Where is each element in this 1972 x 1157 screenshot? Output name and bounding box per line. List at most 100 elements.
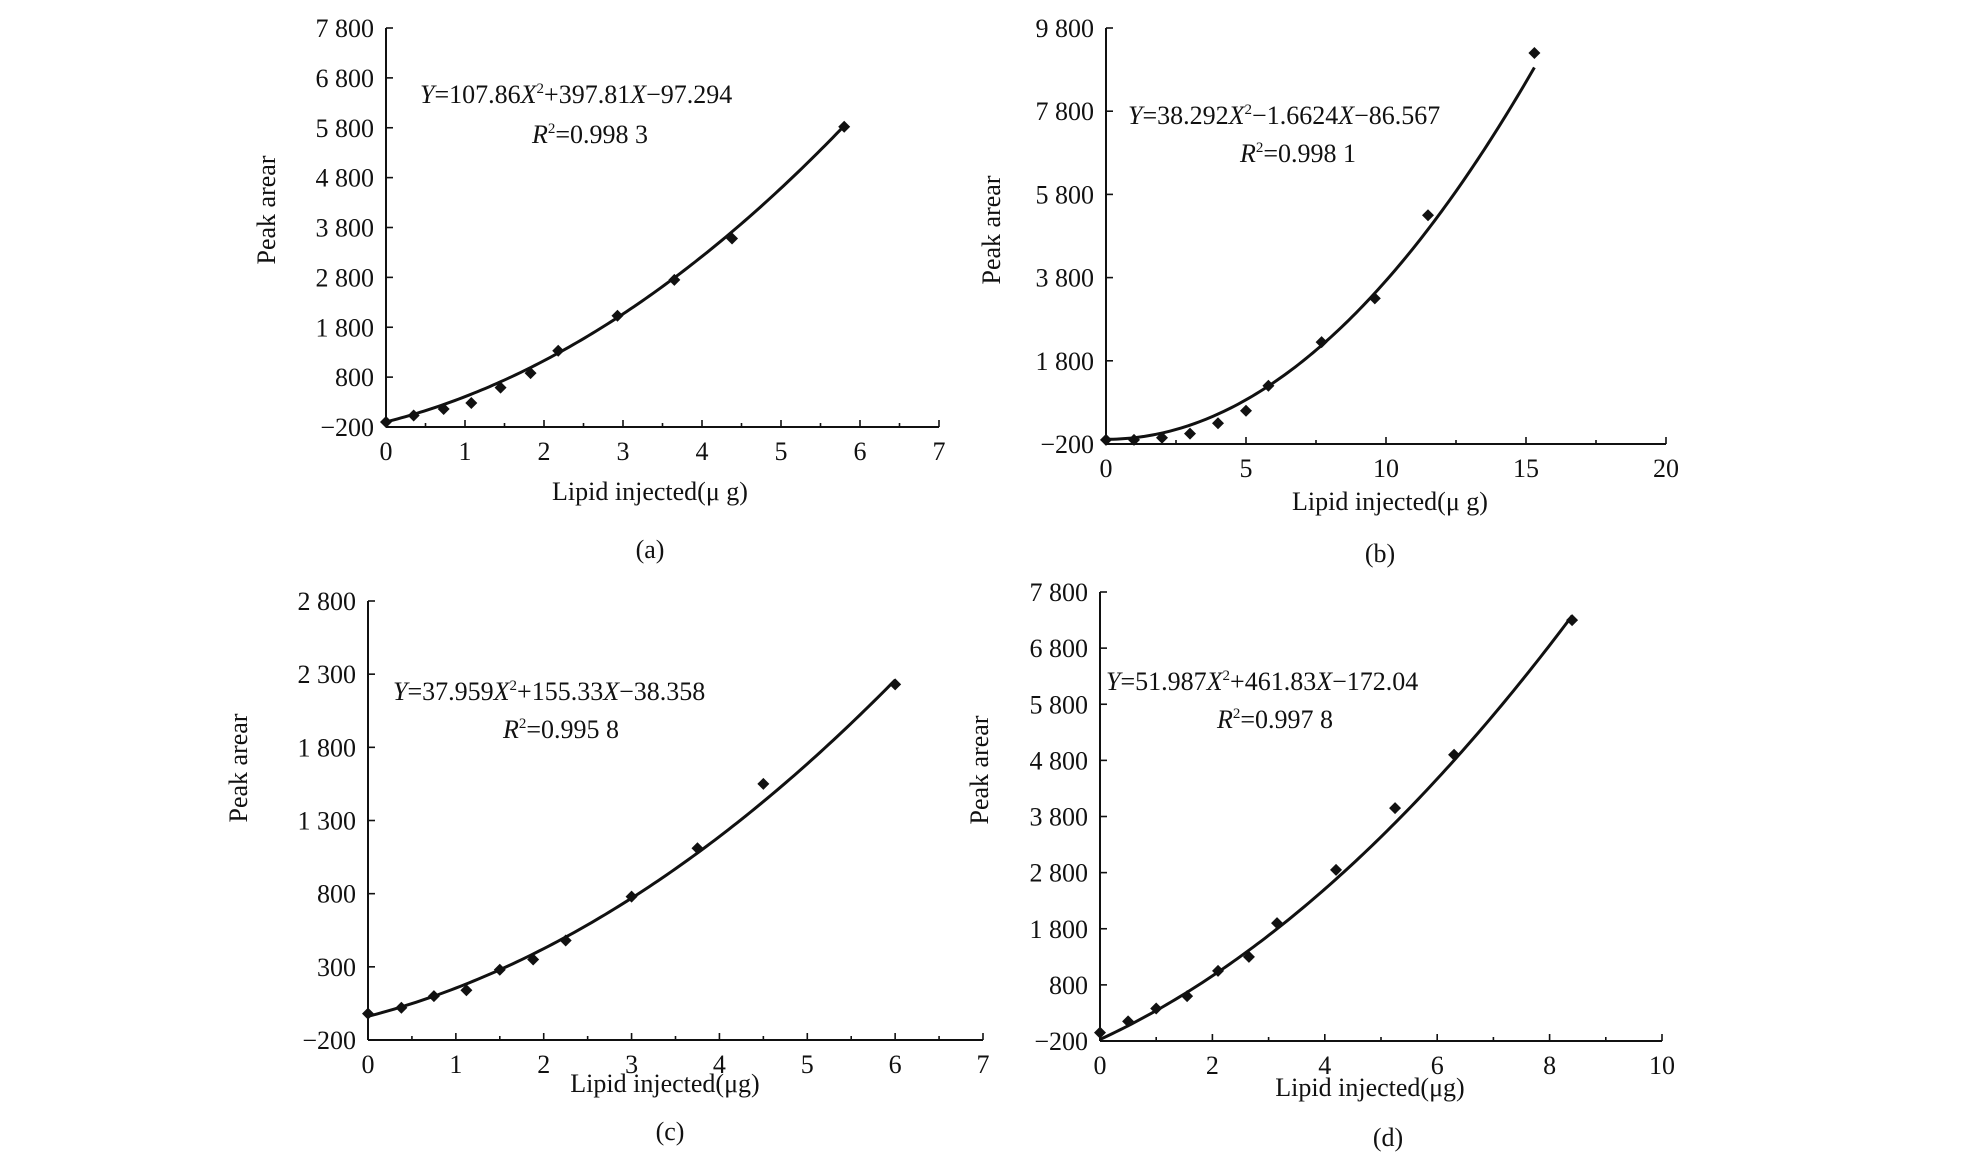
- panel-b-y-tick-label: 3 800: [1036, 264, 1095, 293]
- panel-a-data-point: [494, 381, 507, 394]
- panel-a: 0 1 2 3 4 5 6 7 −200 800 1 800 2 800 3 800 4 800 5 800…: [252, 14, 946, 564]
- panel-a-data-point: [552, 344, 565, 357]
- panel-a-x-tick-label: 1: [459, 437, 472, 466]
- panel-c-x-axis-label: Lipid injected(μg): [570, 1069, 759, 1098]
- panel-d-y-tick-label: 1 800: [1030, 915, 1089, 944]
- panel-d-data-point: [1271, 917, 1284, 930]
- panel-b-plot: 0 5 10 15 20 −200 1 800 3 800 5 800 7 800 9 800: [1036, 14, 1680, 483]
- panel-d-x-tick-label: 8: [1543, 1051, 1556, 1080]
- panel-a-y-tick-label: −200: [320, 413, 374, 442]
- panel-d-y-axis-label: Peak arear: [965, 715, 994, 824]
- panel-c-data-point: [493, 963, 506, 976]
- panel-a-x-tick-label: 2: [538, 437, 551, 466]
- panel-b-x-tick-label: 0: [1100, 454, 1113, 483]
- panel-d-fit-curve: [1099, 614, 1574, 1041]
- panel-d-y-tick-label: 5 800: [1030, 690, 1089, 719]
- panel-c-y-tick-label: 2 300: [298, 660, 357, 689]
- panel-c-r-squared: R2=0.995 8: [502, 715, 619, 744]
- panel-c-label: (c): [656, 1117, 685, 1146]
- panel-a-r-squared: R2=0.998 3: [531, 120, 648, 149]
- panel-c-x-tick-label: 6: [889, 1050, 902, 1079]
- panel-b-data-point: [1262, 379, 1275, 392]
- panel-a-plot: 0 1 2 3 4 5 6 7 −200 800 1 800 2 800 3 800 4 800 5 800…: [316, 14, 946, 466]
- panel-c-y-tick-label: −200: [302, 1026, 356, 1055]
- panel-b-y-tick-label: 1 800: [1036, 347, 1095, 376]
- panel-b-x-tick-label: 20: [1653, 454, 1679, 483]
- panel-d-r-squared: R2=0.997 8: [1216, 705, 1333, 734]
- panel-d-y-tick-label: 3 800: [1030, 803, 1089, 832]
- panel-d-label: (d): [1373, 1123, 1403, 1152]
- panel-a-y-axis-label: Peak arear: [252, 155, 281, 264]
- panel-a-data-point: [524, 367, 537, 380]
- panel-a-label: (a): [636, 535, 665, 564]
- panel-d-x-tick-label: 2: [1206, 1051, 1219, 1080]
- panel-c-data-point: [395, 1001, 408, 1014]
- panel-d-plot: 0 2 4 6 8 10 −200 800 1 800 2 800 3 800 4 800 5 800 6…: [1030, 578, 1676, 1080]
- panel-b-data-point: [1212, 417, 1224, 430]
- panel-a-y-tick-label: 6 800: [316, 64, 375, 93]
- panel-a-y-tick-label: 4 800: [316, 164, 375, 193]
- panel-d-data-point: [1448, 748, 1461, 761]
- panel-a-data-point: [380, 416, 392, 429]
- panel-c-x-tick-label: 2: [537, 1050, 550, 1079]
- panel-b-x-tick-label: 15: [1513, 454, 1539, 483]
- panel-d-data-point: [1330, 863, 1343, 876]
- panel-d-data-point: [1242, 950, 1255, 963]
- panel-d-y-tick-label: 4 800: [1030, 746, 1089, 775]
- panel-b: 0 5 10 15 20 −200 1 800 3 800 5 800 7 800 9 800 Y=…: [977, 14, 1679, 568]
- panel-c-data-point: [889, 678, 902, 691]
- panel-b-data-point: [1422, 209, 1434, 222]
- panel-d-data-point: [1181, 990, 1194, 1003]
- panel-b-r-squared: R2=0.998 1: [1239, 139, 1356, 168]
- panel-c-x-tick-label: 3: [625, 1050, 638, 1079]
- panel-a-data-point: [437, 403, 450, 416]
- panel-c-y-tick-label: 1 800: [298, 733, 357, 762]
- panel-b-data-point: [1184, 427, 1196, 440]
- panel-a-data-point: [465, 397, 478, 410]
- panel-b-y-tick-label: 5 800: [1036, 180, 1095, 209]
- panel-a-y-tick-label: 800: [335, 363, 374, 392]
- panel-a-y-tick-label: 7 800: [316, 14, 375, 43]
- panel-b-y-tick-label: 9 800: [1036, 14, 1095, 43]
- panel-d-data-point: [1094, 1026, 1106, 1039]
- panel-a-y-tick-label: 5 800: [316, 114, 375, 143]
- panel-c-data-point: [527, 953, 540, 966]
- panel-a-x-tick-label: 6: [854, 437, 867, 466]
- panel-c-x-tick-label: 5: [801, 1050, 814, 1079]
- panel-c-x-tick-label: 0: [362, 1050, 375, 1079]
- panel-b-data-point: [1528, 46, 1541, 59]
- panel-d-y-tick-label: 800: [1049, 971, 1088, 1000]
- panel-c-data-point: [559, 934, 572, 947]
- panel-d-x-tick-label: 6: [1431, 1051, 1444, 1080]
- panel-b-x-tick-label: 5: [1240, 454, 1253, 483]
- panel-c-y-tick-label: 1 300: [298, 807, 357, 836]
- panel-c-data-point: [691, 842, 704, 855]
- panel-b-data-point: [1100, 433, 1112, 446]
- panel-a-x-tick-label: 3: [617, 437, 630, 466]
- panel-b-data-point: [1156, 431, 1168, 444]
- panel-a-fit-curve: [385, 124, 846, 424]
- panel-a-x-axis-label: Lipid injected(μ g): [552, 477, 748, 506]
- panel-a-x-tick-label: 4: [696, 437, 709, 466]
- panel-c-x-tick-label: 1: [449, 1050, 462, 1079]
- panel-a-data-point: [668, 273, 681, 286]
- panel-d-y-tick-label: 7 800: [1030, 578, 1089, 607]
- panel-b-data-point: [1368, 292, 1381, 305]
- panel-d-data-point: [1150, 1002, 1163, 1015]
- panel-d-equation: Y=51.987X2+461.83X−172.04: [1106, 667, 1418, 696]
- panel-a-data-point: [838, 120, 851, 133]
- panel-d-data-point: [1212, 964, 1225, 977]
- panel-c: 0 1 2 3 4 5 6 7 −200 300 800 1 300 1 800 2 300 2 800 Y…: [224, 587, 990, 1146]
- panel-b-x-tick-label: 10: [1373, 454, 1399, 483]
- panel-a-data-point: [726, 232, 739, 245]
- panel-d-y-tick-label: −200: [1034, 1027, 1088, 1056]
- panel-b-x-axis-label: Lipid injected(μ g): [1292, 487, 1488, 516]
- panel-c-y-tick-label: 300: [317, 953, 356, 982]
- panel-c-fit-curve: [367, 678, 897, 1018]
- panel-d: 0 2 4 6 8 10 −200 800 1 800 2 800 3 800 4 800 5 800 6…: [965, 578, 1675, 1152]
- panel-b-y-tick-label: 7 800: [1036, 97, 1095, 126]
- panel-d-data-point: [1566, 614, 1579, 627]
- panel-c-data-point: [460, 984, 473, 997]
- panel-d-x-tick-label: 0: [1094, 1051, 1107, 1080]
